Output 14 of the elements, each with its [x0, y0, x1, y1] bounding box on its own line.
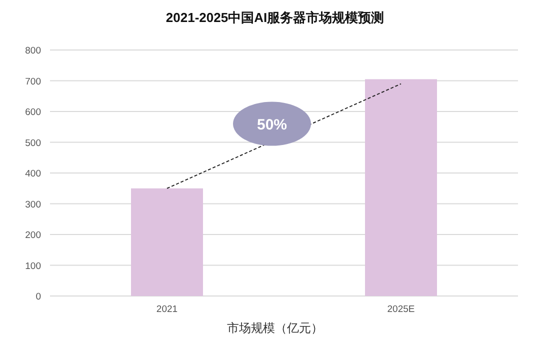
- x-axis-title: 市场规模（亿元）: [227, 321, 323, 335]
- y-tick-label: 800: [25, 46, 41, 56]
- y-tick-label: 300: [25, 199, 41, 210]
- y-tick-label: 700: [25, 76, 41, 88]
- y-tick-label: 500: [25, 138, 41, 149]
- x-tick-label: 2021: [156, 304, 178, 315]
- y-tick-label: 400: [25, 168, 41, 180]
- y-tick-label: 100: [25, 260, 41, 272]
- chart-title: 2021-2025中国AI服务器市场规模预测: [166, 10, 384, 25]
- y-tick-label: 0: [36, 292, 41, 302]
- annotation: 50%: [256, 116, 288, 134]
- y-tick-label: 600: [25, 107, 41, 118]
- y-tick-label: 200: [25, 230, 41, 241]
- x-tick-label: 2025E: [387, 304, 415, 315]
